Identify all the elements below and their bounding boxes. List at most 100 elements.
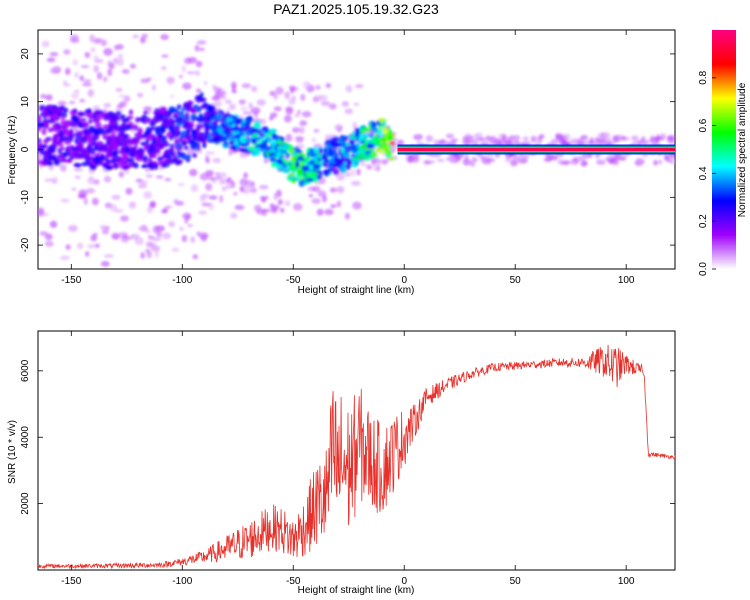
spectrogram-cell [550, 138, 559, 144]
spectrogram-cell [341, 166, 347, 174]
spectrogram-cell [97, 145, 106, 152]
snr-series-line [38, 344, 675, 570]
spectrogram-cell [176, 154, 183, 158]
spectrogram-cell [425, 135, 434, 142]
spectrogram-cell [116, 104, 123, 109]
spectrogram-cell [74, 131, 83, 139]
spectrogram-cell [374, 142, 382, 146]
spectrogram-cell [195, 131, 204, 138]
spectrogram-cell [657, 159, 663, 165]
top-y-axis-label: Frequency (Hz) [7, 116, 18, 185]
spectrogram-cell [360, 152, 367, 159]
colorbar-tick-label: 0.6 [698, 118, 709, 132]
spectrogram-cell [572, 157, 578, 162]
spectrogram-cell [318, 172, 323, 178]
top-y-tick-label: 10 [20, 96, 31, 108]
spectrogram-cell [117, 132, 125, 138]
spectrogram-cell [293, 203, 303, 211]
spectrogram-cell [288, 159, 294, 164]
spectrogram-cell [49, 144, 57, 150]
spectrogram-cell [305, 177, 314, 182]
spectrogram-cell [85, 188, 96, 194]
spectrogram-cell [448, 155, 455, 162]
spectrogram-cell [281, 149, 288, 154]
top-y-tick-label: -10 [20, 190, 31, 205]
spectrogram-cell [116, 58, 124, 66]
spectrogram-cell [100, 39, 107, 47]
spectrogram-cell [74, 137, 79, 145]
spectrogram-cell [288, 98, 296, 105]
spectrogram-cell [334, 124, 344, 131]
spectrogram-cell [423, 159, 432, 165]
spectrogram-cell [71, 187, 77, 191]
spectrogram-cell [96, 72, 103, 80]
spectrogram-cell [486, 160, 492, 165]
spectrogram-cell [596, 159, 606, 166]
spectrogram-cell [445, 133, 455, 139]
spectrogram-cell [104, 156, 109, 163]
spectrogram-cell [371, 151, 377, 157]
spectrogram-cell [302, 81, 311, 89]
spectrogram-cell [576, 138, 584, 143]
spectrogram-cell [146, 77, 152, 82]
spectrogram-cell [103, 102, 112, 108]
spectrogram-cell [174, 127, 180, 131]
spectrogram-cell [93, 38, 100, 45]
spectrogram-cell [74, 175, 81, 179]
spectrogram-cell [87, 136, 94, 144]
spectrogram-cell [436, 158, 445, 163]
spectrogram-cell [183, 101, 191, 109]
spectrogram-cell [83, 136, 88, 144]
spectrogram-cell [39, 149, 46, 155]
spectrogram-cell [42, 157, 51, 162]
spectrogram-cell [221, 178, 228, 185]
spectrogram-cell [189, 107, 197, 113]
spectrogram-cell [276, 145, 282, 151]
spectrogram-cell [65, 67, 71, 76]
spectrogram-cell [378, 117, 384, 123]
spectrogram-cell [291, 178, 296, 184]
spectrogram-cell [184, 219, 189, 224]
spectrogram-cell [346, 145, 351, 151]
spectrogram-cell [534, 137, 542, 146]
spectrogram-cell [260, 118, 267, 125]
spectrogram-cell [174, 162, 182, 166]
bottom-x-axis-label: Height of straight line (km) [298, 585, 415, 596]
spectrogram-cell [123, 69, 130, 74]
spectrogram-cell [285, 106, 294, 113]
spectrogram-cell [113, 44, 120, 51]
spectrogram-cell [52, 66, 58, 72]
spectrogram-cell [303, 181, 308, 186]
spectrogram-cell [315, 84, 321, 90]
spectrogram-cell [168, 106, 176, 113]
spectrogram-cell [41, 128, 47, 136]
spectrogram-cell [157, 156, 166, 160]
colorbar-tick-label: 0.0 [698, 262, 709, 276]
spectrogram-cell [80, 65, 90, 69]
spectrogram-cell [92, 119, 100, 123]
spectrogram-cell [72, 108, 78, 114]
spectrogram-cell [129, 137, 138, 145]
spectrogram-cell [61, 125, 67, 130]
spectrogram-cell [154, 128, 159, 135]
spectrogram-cell [87, 244, 97, 249]
spectrogram-cell [365, 163, 371, 170]
spectrogram-cell [60, 119, 66, 126]
spectrogram-cell [154, 250, 160, 258]
top-x-tick-label: -50 [286, 275, 301, 286]
spectrogram-cell [121, 121, 126, 129]
spectrogram-cell [253, 204, 262, 212]
bottom-x-tick-label: -150 [61, 576, 81, 587]
spectrogram-cell [153, 163, 159, 169]
spectrogram-cell [140, 252, 146, 259]
spectrogram-cell [100, 155, 105, 160]
spectrogram-cell [150, 126, 156, 131]
spectrogram-cell [117, 53, 124, 60]
spectrogram-cell [149, 122, 156, 127]
spectrogram-cell [555, 132, 563, 140]
spectrogram-cell [288, 173, 295, 177]
spectrogram-cell [181, 65, 186, 73]
spectrogram-cell [74, 72, 79, 79]
spectrogram-cell [38, 114, 41, 121]
spectrogram-cell [45, 94, 53, 101]
